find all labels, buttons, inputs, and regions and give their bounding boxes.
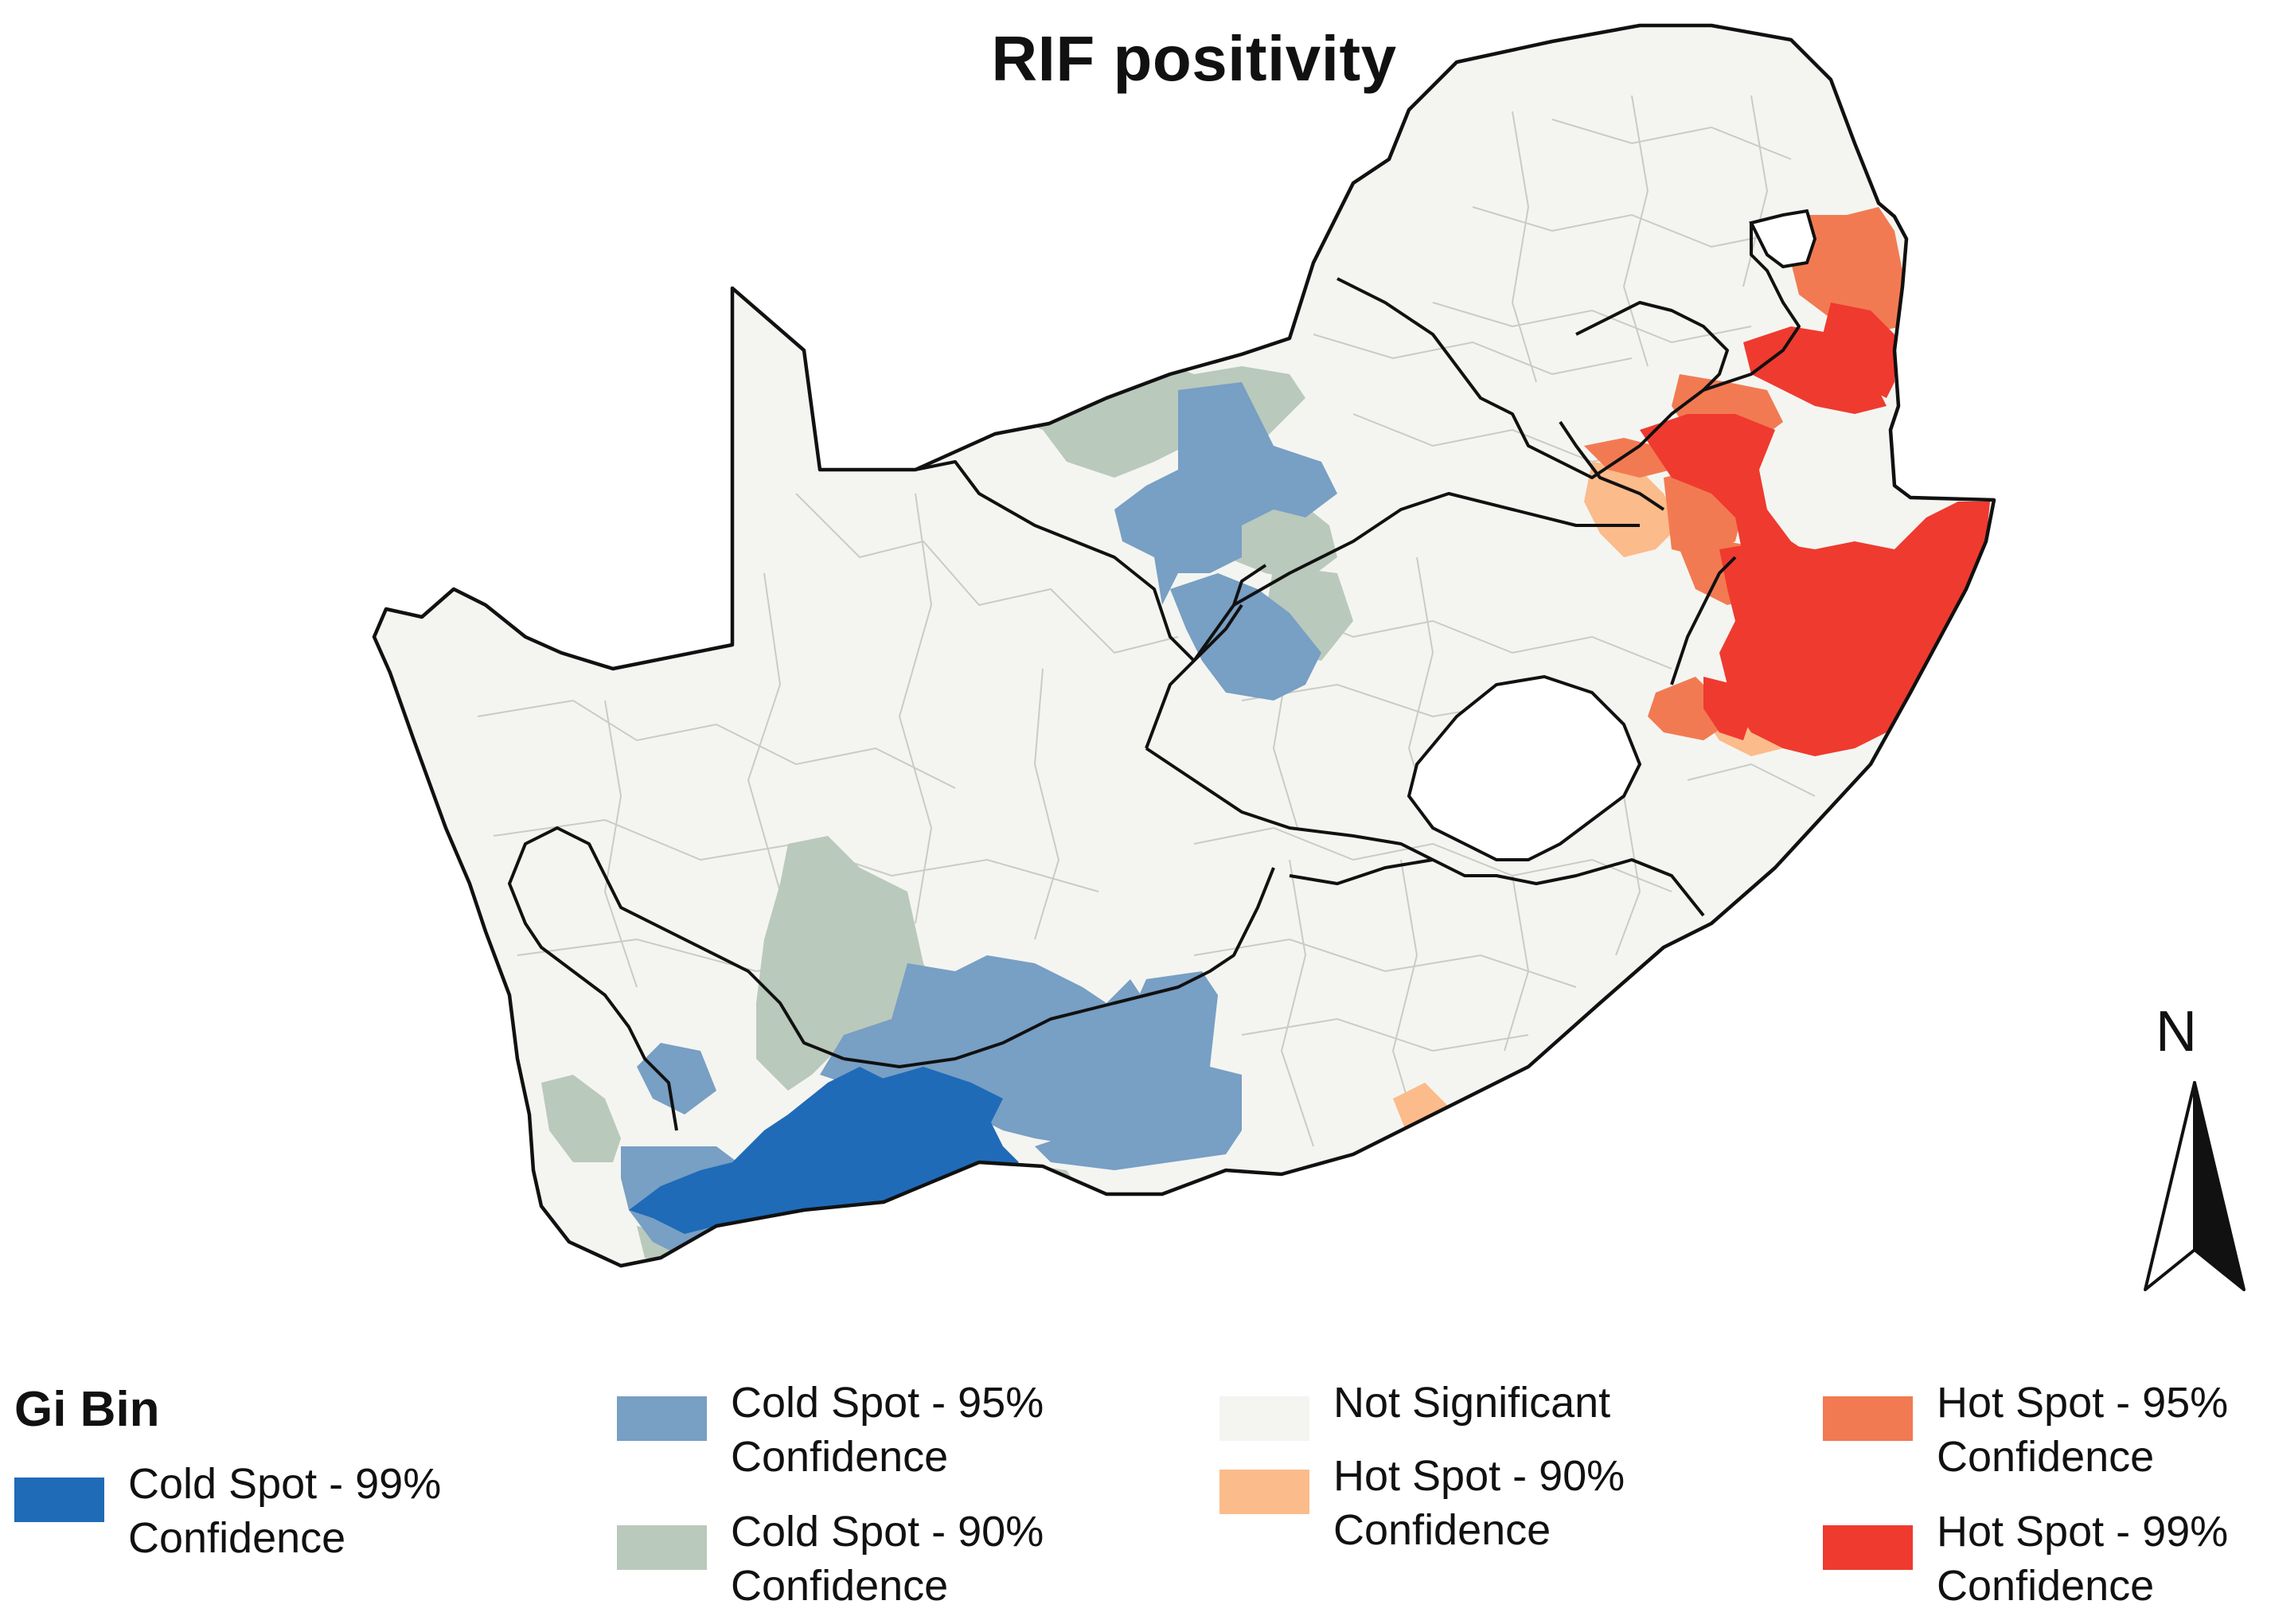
legend-label-line2: Confidence (128, 1514, 346, 1562)
legend-label-line2: Confidence (1937, 1562, 2155, 1610)
provincial-boundaries (508, 223, 1801, 1131)
legend-item-cold-spot-95: Cold Spot - 95% Confidence (617, 1376, 1044, 1484)
south-africa-border (372, 23, 1996, 1268)
legend-label-line1: Hot Spot - 95% (1937, 1379, 2229, 1427)
legend-label-line1: Cold Spot - 90% (731, 1508, 1044, 1556)
legend-item-cold-spot-90: Cold Spot - 90% Confidence (617, 1505, 1044, 1613)
legend-swatch-cold-spot-95 (617, 1396, 707, 1441)
legend-label-line2: Confidence (731, 1562, 949, 1610)
legend-label-line2: Confidence (731, 1433, 949, 1481)
north-arrow-icon (2144, 1081, 2246, 1291)
legend-swatch-cold-spot-90 (617, 1525, 707, 1570)
legend-item-not-significant: Not Significant (1219, 1376, 1610, 1441)
legend-label-line1: Hot Spot - 90% (1333, 1452, 1625, 1500)
legend-swatch-hot-spot-99 (1823, 1525, 1913, 1570)
legend-item-hot-spot-95: Hot Spot - 95% Confidence (1823, 1376, 2228, 1484)
legend-item-cold-spot-99: Cold Spot - 99% Confidence (14, 1457, 441, 1565)
legend-label-line1: Cold Spot - 99% (128, 1460, 442, 1508)
legend-label-line2: Confidence (1937, 1433, 2155, 1481)
lesotho-area (1407, 674, 1642, 861)
hot-spot-99-regions (1640, 303, 1990, 756)
legend-label-line2: Confidence (1333, 1506, 1551, 1554)
legend-swatch-hot-spot-95 (1823, 1396, 1913, 1441)
eswatini-area (1749, 209, 1817, 269)
legend-swatch-not-significant (1219, 1396, 1309, 1441)
legend-label-line1: Hot Spot - 99% (1937, 1508, 2229, 1556)
legend-swatch-cold-spot-99 (14, 1478, 104, 1522)
legend-title: Gi Bin (14, 1382, 160, 1437)
map-title: RIF positivity (991, 23, 1397, 94)
legend-item-hot-spot-99: Hot Spot - 99% Confidence (1823, 1505, 2228, 1613)
legend-label-line1: Not Significant (1333, 1379, 1611, 1427)
legend-item-hot-spot-90: Hot Spot - 90% Confidence (1219, 1449, 1625, 1557)
north-label: N (2156, 1000, 2197, 1064)
legend-swatch-hot-spot-90 (1219, 1470, 1309, 1514)
district-boundaries (477, 95, 1895, 1147)
legend-label-line1: Cold Spot - 95% (731, 1379, 1044, 1427)
